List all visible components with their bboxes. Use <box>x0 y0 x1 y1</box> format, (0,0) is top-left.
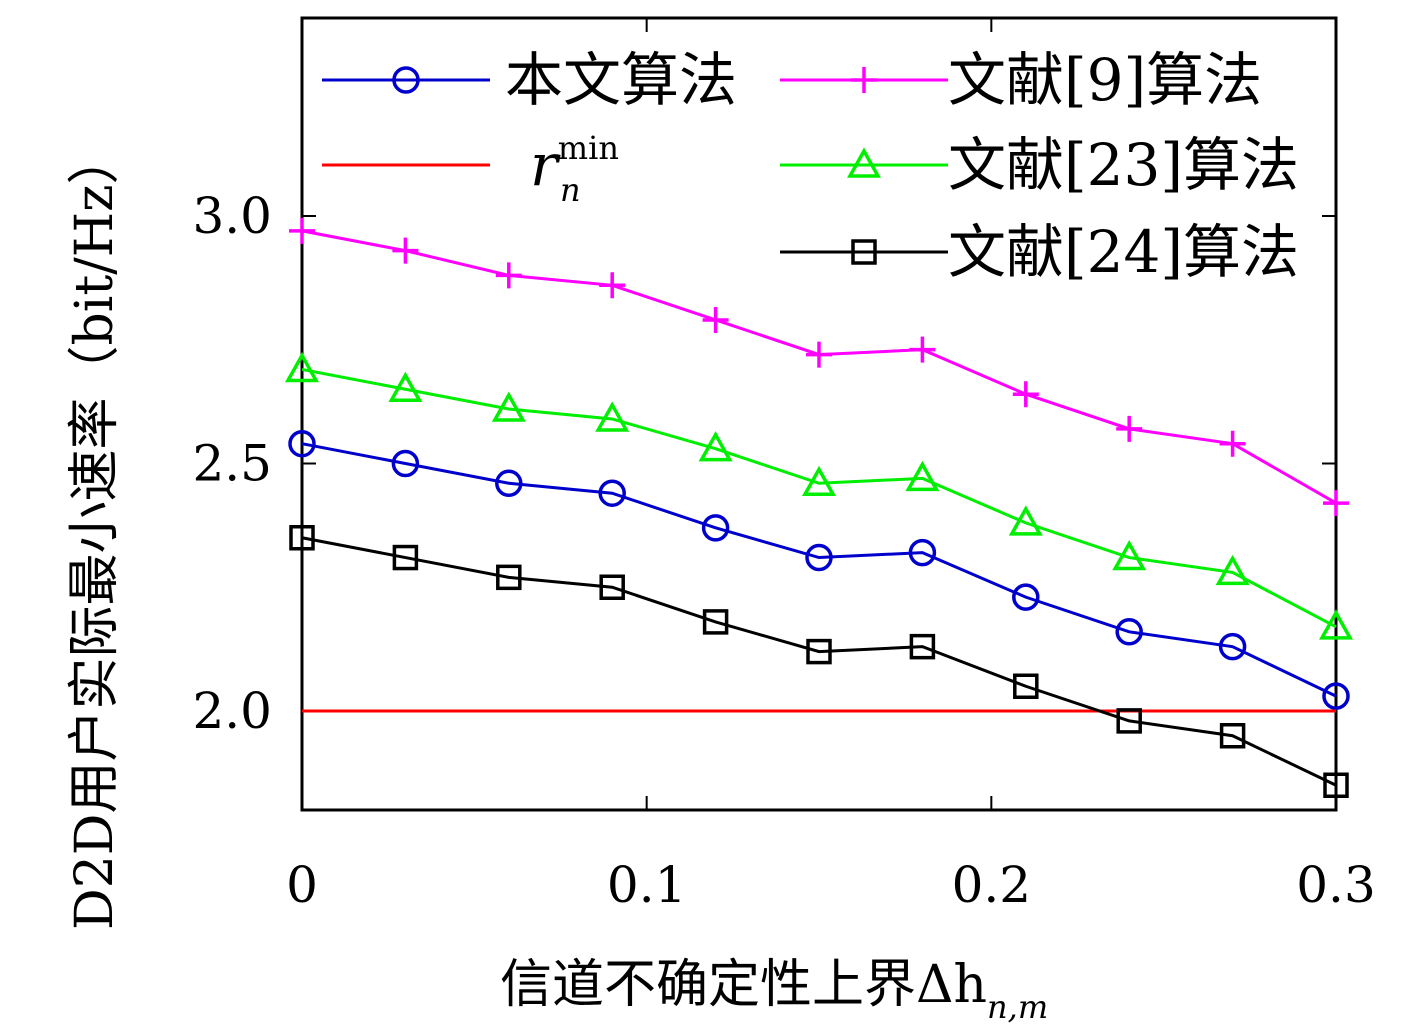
data-point-circle <box>1115 618 1143 646</box>
data-point-plus <box>806 341 832 368</box>
data-point-triangle <box>698 431 733 462</box>
data-point-square <box>1219 723 1246 749</box>
legend-superscript: min <box>558 129 619 167</box>
y-tick-label: 2.0 <box>192 682 272 740</box>
data-point-circle <box>391 449 420 478</box>
data-point-triangle <box>595 401 630 432</box>
data-point-square <box>1013 673 1039 699</box>
series-line-circle <box>301 442 1337 698</box>
legend-label-square: 文献[24]算法 <box>948 218 1299 286</box>
legend-marker-triangle <box>847 147 881 178</box>
data-point-circle <box>288 429 316 458</box>
x-tick-label: 0.3 <box>1296 856 1376 914</box>
data-point-plus <box>702 306 729 333</box>
data-point-plus <box>392 237 419 264</box>
data-point-triangle <box>285 351 319 383</box>
data-point-triangle <box>1319 609 1353 640</box>
x-tick-label: 0.2 <box>952 856 1032 914</box>
data-point-triangle <box>1008 505 1043 536</box>
data-point-plus <box>909 336 936 363</box>
y-tick-label: 3.0 <box>192 187 272 245</box>
legend-symbol: r <box>530 131 561 199</box>
data-point-square <box>289 525 315 551</box>
data-point-plus <box>1323 490 1349 517</box>
x-axis-title-main: 信道不确定性上界Δh <box>500 955 987 1015</box>
axis-ticks: 0 0.1 0.2 0.3 2.0 2.5 3.0 <box>192 18 1376 914</box>
x-tick-label: 0 <box>286 856 318 914</box>
y-tick-label: 2.5 <box>192 435 272 493</box>
data-point-circle <box>1012 583 1040 611</box>
x-axis-title: 信道不确定性上界Δhn,m <box>500 955 1048 1026</box>
x-axis-title-sub: n,m <box>987 988 1048 1026</box>
data-point-triangle <box>1112 539 1147 571</box>
data-point-square <box>599 574 625 600</box>
data-point-square <box>702 609 729 635</box>
data-point-circle <box>805 543 833 572</box>
data-point-circle <box>1322 682 1350 710</box>
legend-label-min-rate: rmin n <box>530 129 619 209</box>
data-point-plus <box>1219 430 1246 457</box>
data-point-plus <box>495 262 522 289</box>
data-point-plus <box>289 217 315 244</box>
data-point-circle <box>701 514 730 542</box>
plot-area <box>300 16 1338 812</box>
series-line-triangle <box>301 367 1337 629</box>
y-axis-title: D2D用户实际最小速率（bit/Hz） <box>65 132 125 930</box>
data-point-square <box>1323 772 1349 798</box>
data-point-square <box>392 544 419 571</box>
data-point-triangle <box>1215 554 1250 586</box>
data-point-plus <box>599 272 626 299</box>
data-point-square <box>909 633 936 660</box>
data-point-circle <box>495 469 523 498</box>
legend-marker-plus <box>851 67 877 93</box>
x-tick-label: 0.1 <box>607 856 687 914</box>
data-point-triangle <box>802 465 836 497</box>
legend-label-plus: 文献[9]算法 <box>948 46 1262 114</box>
data-point-plus <box>1012 381 1039 408</box>
data-point-triangle <box>491 391 526 422</box>
data-point-circle <box>598 479 626 507</box>
series-line-square <box>301 536 1337 787</box>
legend-label-triangle: 文献[23]算法 <box>948 131 1299 199</box>
data-point-plus <box>1116 415 1143 442</box>
data-point-square <box>496 564 522 591</box>
data-point-circle <box>908 538 937 567</box>
legend-marker-square <box>851 239 877 265</box>
data-point-triangle <box>388 371 423 402</box>
legend-subscript: n <box>560 171 581 209</box>
data-point-triangle <box>905 460 940 492</box>
data-point-square <box>806 638 832 665</box>
data-point-circle <box>1218 632 1247 661</box>
data-point-square <box>1116 708 1142 734</box>
legend-marker-circle <box>392 66 420 94</box>
series-layer <box>285 217 1353 798</box>
legend-label-circle: 本文算法 <box>505 46 737 114</box>
